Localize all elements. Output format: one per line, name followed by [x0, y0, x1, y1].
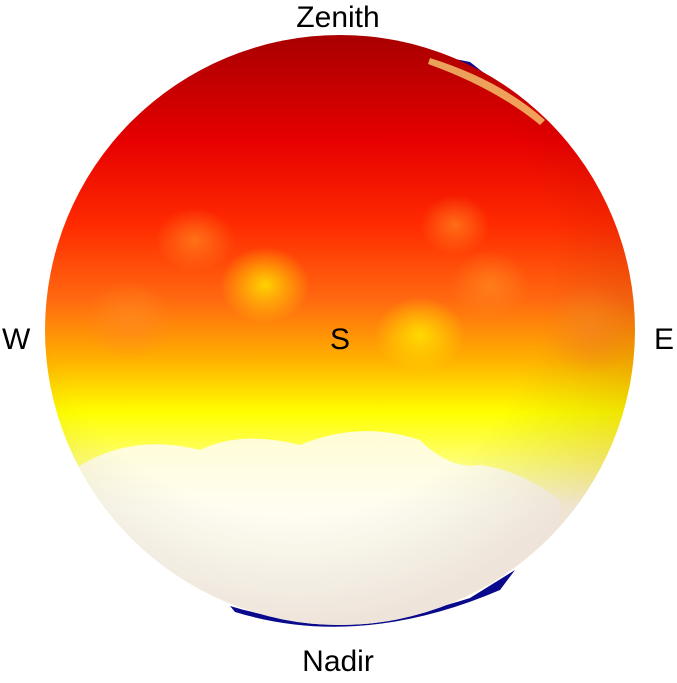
west-label: W [2, 323, 31, 356]
south-label: S [329, 323, 351, 356]
nadir-label: Nadir [302, 645, 374, 678]
zenith-label: Zenith [296, 1, 380, 34]
sphere-shading [45, 35, 635, 625]
rim-highlight [428, 58, 545, 125]
east-label: E [654, 323, 675, 356]
